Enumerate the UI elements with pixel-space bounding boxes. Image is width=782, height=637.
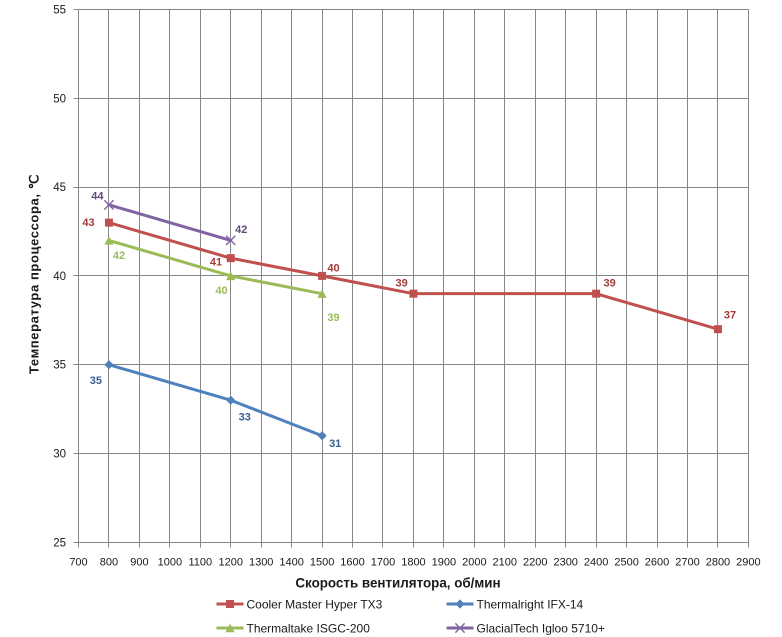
svg-text:Thermaltake ISGC-200: Thermaltake ISGC-200 — [247, 621, 371, 635]
svg-text:43: 43 — [82, 217, 94, 229]
svg-text:2200: 2200 — [523, 557, 547, 569]
svg-text:Скорость вентилятора, об/мин: Скорость вентилятора, об/мин — [295, 576, 500, 591]
svg-text:41: 41 — [210, 257, 222, 269]
svg-text:39: 39 — [327, 312, 339, 324]
svg-text:700: 700 — [69, 557, 87, 569]
svg-text:1200: 1200 — [219, 557, 243, 569]
svg-text:39: 39 — [395, 278, 407, 290]
svg-text:2700: 2700 — [675, 557, 699, 569]
svg-text:37: 37 — [724, 309, 736, 321]
svg-text:Температура процессора, ℃: Температура процессора, ℃ — [27, 174, 42, 374]
svg-text:GlacialTech Igloo 5710+: GlacialTech Igloo 5710+ — [477, 621, 605, 635]
svg-text:1800: 1800 — [401, 557, 425, 569]
svg-text:900: 900 — [130, 557, 148, 569]
svg-text:55: 55 — [53, 5, 66, 17]
svg-text:2900: 2900 — [736, 557, 760, 569]
svg-text:1600: 1600 — [340, 557, 364, 569]
svg-text:1400: 1400 — [279, 557, 303, 569]
svg-text:40: 40 — [215, 285, 227, 297]
svg-text:35: 35 — [53, 360, 66, 372]
svg-text:2100: 2100 — [493, 557, 517, 569]
svg-text:2600: 2600 — [645, 557, 669, 569]
svg-text:42: 42 — [235, 224, 247, 236]
svg-text:40: 40 — [53, 271, 66, 283]
svg-text:42: 42 — [113, 250, 125, 262]
svg-text:45: 45 — [53, 182, 66, 194]
svg-text:2400: 2400 — [584, 557, 608, 569]
svg-text:2500: 2500 — [614, 557, 638, 569]
svg-text:1300: 1300 — [249, 557, 273, 569]
svg-text:800: 800 — [100, 557, 118, 569]
svg-text:40: 40 — [327, 263, 339, 275]
svg-text:33: 33 — [239, 411, 251, 423]
svg-text:1700: 1700 — [371, 557, 395, 569]
svg-text:1900: 1900 — [432, 557, 456, 569]
svg-text:25: 25 — [53, 537, 66, 549]
svg-text:44: 44 — [91, 190, 104, 202]
svg-text:1100: 1100 — [188, 557, 212, 569]
svg-text:Cooler Master Hyper TX3: Cooler Master Hyper TX3 — [247, 597, 383, 611]
svg-text:2800: 2800 — [706, 557, 730, 569]
svg-text:Thermalright IFX-14: Thermalright IFX-14 — [477, 597, 584, 611]
svg-text:39: 39 — [603, 278, 615, 290]
svg-text:30: 30 — [53, 449, 66, 461]
svg-text:2300: 2300 — [553, 557, 577, 569]
svg-text:31: 31 — [329, 438, 341, 450]
svg-text:35: 35 — [90, 375, 102, 387]
svg-text:2000: 2000 — [462, 557, 486, 569]
svg-text:50: 50 — [53, 93, 66, 105]
svg-text:1500: 1500 — [310, 557, 334, 569]
svg-text:1000: 1000 — [158, 557, 182, 569]
